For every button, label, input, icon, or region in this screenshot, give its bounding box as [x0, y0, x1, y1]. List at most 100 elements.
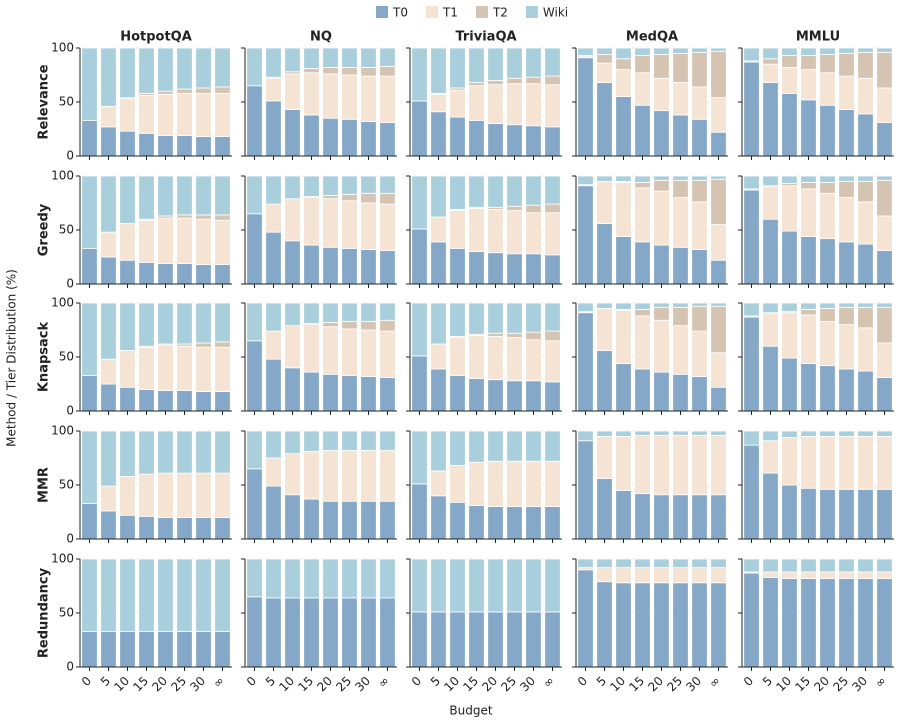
bar-segment	[322, 450, 339, 502]
bar-segment	[246, 47, 263, 87]
bar-segment	[544, 381, 561, 412]
bar-segment	[303, 68, 320, 74]
bar-segment	[138, 558, 155, 632]
bar-segment	[284, 175, 301, 200]
bar-segment	[577, 440, 594, 540]
bar-segment	[781, 67, 798, 94]
bar-segment	[634, 582, 651, 668]
bar-segment	[710, 224, 727, 261]
bar-segment	[672, 558, 689, 569]
x-tick-label: 10	[111, 674, 132, 695]
bar-segment	[246, 175, 263, 215]
bar-segment	[800, 302, 817, 310]
bar-segment	[691, 376, 708, 412]
bar-segment	[838, 175, 855, 182]
x-tick-label: 0	[409, 674, 424, 689]
bar-segment	[743, 189, 760, 285]
bar-segment	[430, 47, 447, 94]
bar-segment	[596, 307, 613, 351]
bar-segment	[544, 75, 561, 86]
bar-segment	[762, 571, 779, 578]
bar-segment	[876, 47, 893, 53]
bar-segment	[265, 302, 282, 332]
bar-segment	[838, 47, 855, 54]
bar-segment	[379, 319, 396, 332]
bar-segment	[577, 175, 594, 186]
bar-segment	[876, 175, 893, 181]
bar-segment	[81, 247, 98, 285]
bar-segment	[246, 213, 263, 285]
y-tick-label: 0	[66, 149, 74, 163]
x-tick-label: 20	[645, 674, 666, 695]
bar-segment	[487, 123, 504, 157]
bar-segment	[176, 302, 193, 345]
bar-segment	[876, 430, 893, 437]
bar-segment	[303, 597, 320, 668]
bar-segment	[506, 611, 523, 668]
x-tick-label: 30	[683, 674, 704, 695]
bar-segment	[653, 371, 670, 412]
bar-segment	[653, 179, 670, 192]
bar-segment	[762, 175, 779, 187]
bar-segment	[819, 104, 836, 157]
bar-segment	[743, 572, 760, 668]
bar-segment	[672, 302, 689, 308]
bar-segment	[214, 430, 231, 474]
bar-segment	[341, 558, 358, 599]
bar-segment	[596, 223, 613, 285]
x-tick-label: 10	[276, 674, 297, 695]
bar-segment	[360, 329, 377, 377]
bar-segment	[379, 175, 396, 194]
bar-segment	[303, 197, 320, 246]
bar-segment	[341, 500, 358, 540]
bar-segment	[138, 132, 155, 157]
bar-segment	[691, 558, 708, 569]
bar-segment	[246, 85, 263, 157]
bar-segment	[762, 472, 779, 540]
bar-segment	[653, 434, 670, 496]
bar-segment	[284, 302, 301, 327]
bar-segment	[379, 192, 396, 205]
bar-segment	[214, 558, 231, 632]
bar-segment	[100, 485, 117, 512]
bar-segment	[157, 47, 174, 92]
bar-segment	[379, 65, 396, 77]
row-title: Greedy	[37, 203, 52, 256]
bar-segment	[762, 218, 779, 285]
bar-segment	[430, 611, 447, 668]
bar-segment	[195, 517, 212, 540]
bar-segment	[341, 374, 358, 412]
bar-segment	[819, 435, 836, 490]
bar-segment	[857, 175, 874, 182]
x-tick-label: 15	[626, 674, 647, 695]
bar-segment	[284, 325, 301, 369]
bar-segment	[341, 247, 358, 285]
x-tick-label: ∞	[375, 674, 392, 691]
bar-segment	[284, 240, 301, 285]
bar-segment	[157, 175, 174, 217]
bar-segment	[672, 114, 689, 157]
bar-segment	[857, 571, 874, 579]
bar-segment	[360, 192, 377, 204]
x-tick-label: 10	[607, 674, 628, 695]
bar-segment	[157, 135, 174, 157]
bar-segment	[672, 82, 689, 116]
bar-segment	[195, 630, 212, 668]
bar-segment	[341, 67, 358, 76]
bar-segment	[691, 249, 708, 285]
bar-segment	[303, 451, 320, 500]
row-title: Knapsack	[37, 322, 52, 393]
bar-segment	[596, 558, 613, 569]
bar-segment	[762, 313, 779, 347]
bar-segment	[176, 390, 193, 412]
bar-segment	[265, 457, 282, 487]
bar-segment	[672, 373, 689, 412]
bar-segment	[615, 489, 632, 540]
bar-segment	[119, 514, 136, 540]
bar-segment	[634, 309, 651, 317]
bar-segment	[838, 435, 855, 490]
x-tick-label: 15	[460, 674, 481, 695]
bar-segment	[195, 92, 212, 137]
bar-segment	[322, 597, 339, 668]
bar-segment	[781, 430, 798, 438]
